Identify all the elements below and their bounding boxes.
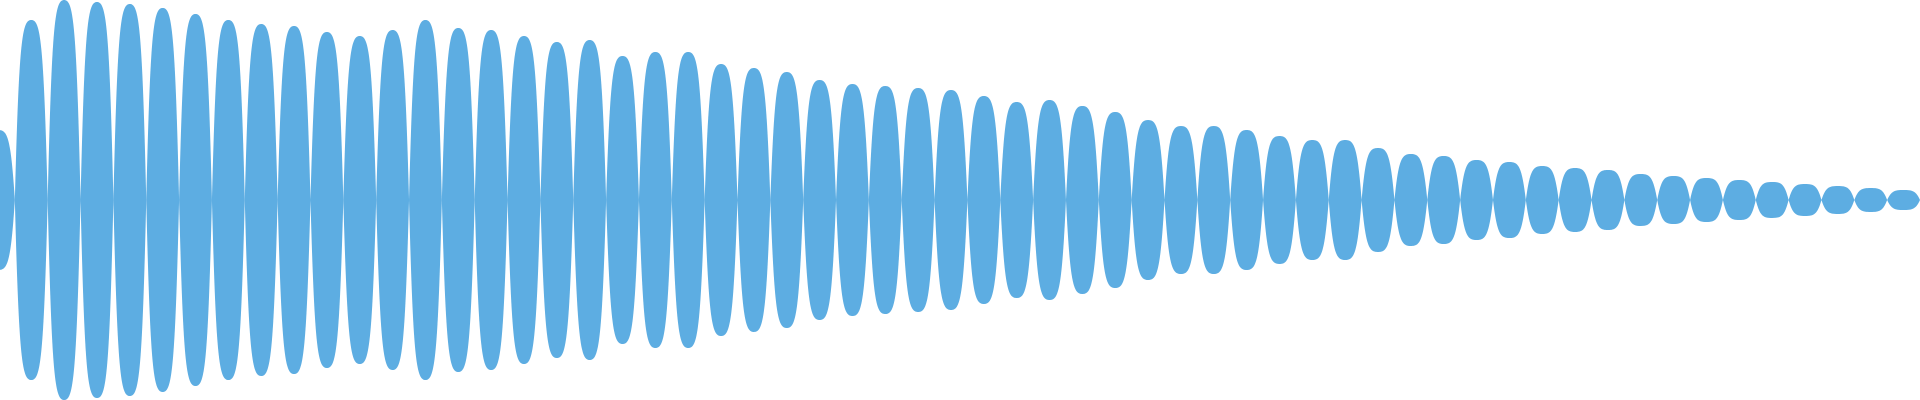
waveform-lobe <box>967 96 1001 304</box>
waveform-lobe <box>704 64 738 336</box>
waveform-lobe <box>0 130 15 270</box>
waveform-lobe <box>80 2 114 398</box>
waveform-lobe <box>1131 120 1165 280</box>
waveform-lobe <box>1788 184 1822 216</box>
waveform-lobe <box>474 30 508 370</box>
waveform-lobe <box>376 30 410 370</box>
waveform-lobe <box>1065 106 1099 294</box>
waveform-lobe <box>1361 148 1395 252</box>
waveform-lobe <box>47 0 81 400</box>
waveform-lobe <box>113 4 147 396</box>
waveform-lobe <box>1558 168 1592 232</box>
waveform-lobe <box>1460 160 1493 240</box>
waveform-lobe <box>934 90 968 310</box>
waveform-lobe <box>1591 170 1625 230</box>
waveform-lobe <box>868 86 902 314</box>
waveform-lobe <box>1328 140 1362 260</box>
waveform-lobe <box>14 20 48 380</box>
waveform-lobe <box>1098 112 1132 288</box>
waveform-lobe <box>1164 126 1198 274</box>
waveform-lobe <box>901 88 935 312</box>
waveform-lobe <box>277 25 311 375</box>
waveform-lobe <box>1525 166 1559 234</box>
waveform-lobe <box>606 55 639 345</box>
waveform-lobe <box>1755 182 1789 218</box>
waveform-lobe <box>770 72 804 328</box>
waveform-lobe <box>441 27 475 372</box>
waveform-lobe <box>343 35 377 364</box>
waveform-lobe <box>1887 190 1920 210</box>
waveform-lobe <box>1197 126 1231 274</box>
waveform-lobe <box>1722 180 1756 220</box>
waveform-lobe <box>1690 178 1723 222</box>
waveform-lobe <box>1295 140 1329 260</box>
waveform-lobe <box>1657 176 1691 224</box>
waveform-lobe <box>409 20 442 380</box>
waveform-lobe <box>1394 154 1428 246</box>
waveform-lobe <box>1854 188 1888 212</box>
waveform-lobe <box>146 8 180 392</box>
waveform-lobe <box>507 35 541 364</box>
waveform-lobe <box>244 24 278 376</box>
waveform-lobe <box>211 20 245 380</box>
waveform-lobe <box>671 52 705 348</box>
waveform-lobe <box>1624 174 1658 226</box>
waveform-lobe <box>803 80 837 320</box>
waveform-lobe <box>573 40 607 360</box>
waveform-lobe <box>737 68 771 332</box>
waveform-lobe <box>1033 100 1066 300</box>
waveform-lobe <box>1230 130 1264 270</box>
waveform-lobe <box>540 42 574 358</box>
waveform-lobe <box>1000 102 1034 298</box>
waveform-lobe <box>179 14 212 386</box>
waveform-lobe <box>1821 186 1855 214</box>
waveform-lobe <box>638 52 672 348</box>
waveform-lobe <box>1427 156 1461 244</box>
waveform-lobe <box>836 84 869 316</box>
waveform-lobe <box>1263 136 1296 264</box>
waveform-lobe <box>1492 162 1526 238</box>
waveform-lobe <box>310 32 344 368</box>
